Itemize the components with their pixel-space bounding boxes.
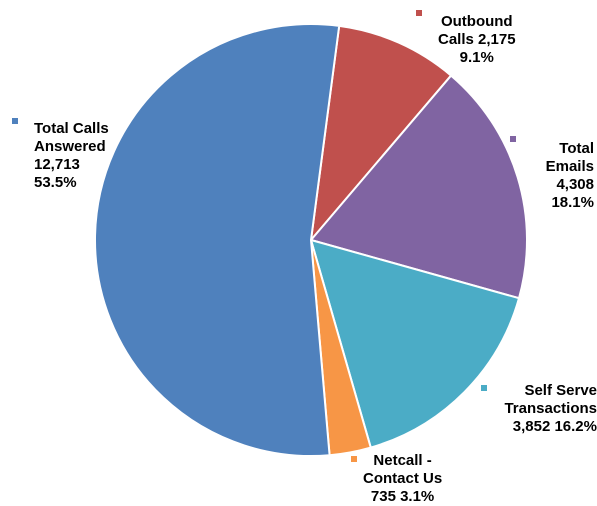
label-line: Calls 2,175 bbox=[438, 31, 516, 48]
label-line: Netcall - bbox=[373, 452, 432, 469]
legend-swatch-total-emails bbox=[510, 136, 516, 142]
label-line: 3,852 16.2% bbox=[512, 418, 597, 435]
pie-slice-total-emails bbox=[309, 74, 528, 300]
label-line: Self Serve bbox=[524, 382, 597, 399]
label-line: Outbound bbox=[440, 13, 513, 30]
label-line: Total Calls bbox=[34, 120, 109, 137]
slice-label-total-calls: Total Calls Answered 12,713 53.5% bbox=[34, 120, 109, 192]
label-line: 9.1% bbox=[459, 49, 494, 66]
label-line: Emails bbox=[545, 158, 594, 175]
legend-swatch-total-calls bbox=[12, 118, 18, 124]
label-line: Total bbox=[559, 140, 594, 157]
label-line: 735 3.1% bbox=[370, 488, 435, 505]
label-line: 4,308 bbox=[556, 176, 594, 193]
label-line: Transactions bbox=[504, 400, 597, 417]
pie-slice-self-serve bbox=[309, 238, 521, 449]
legend-swatch-self-serve bbox=[481, 385, 487, 391]
slice-label-outbound-calls: Outbound Calls 2,175 9.1% bbox=[438, 13, 516, 67]
label-line: Contact Us bbox=[363, 470, 443, 487]
label-line: Answered bbox=[34, 138, 106, 155]
label-line: 53.5% bbox=[34, 174, 77, 191]
legend-swatch-outbound-calls bbox=[416, 10, 422, 16]
label-line: 12,713 bbox=[34, 156, 80, 173]
pie-slice-total-calls bbox=[94, 23, 341, 457]
label-line: 18.1% bbox=[551, 194, 594, 211]
legend-swatch-netcall bbox=[351, 456, 357, 462]
slice-label-total-emails: Total Emails 4,308 18.1% bbox=[530, 140, 594, 212]
pie-slice-outbound-calls bbox=[309, 24, 453, 244]
slice-label-self-serve: Self Serve Transactions 3,852 16.2% bbox=[495, 382, 597, 436]
slice-label-netcall: Netcall - Contact Us 735 3.1% bbox=[363, 452, 442, 506]
